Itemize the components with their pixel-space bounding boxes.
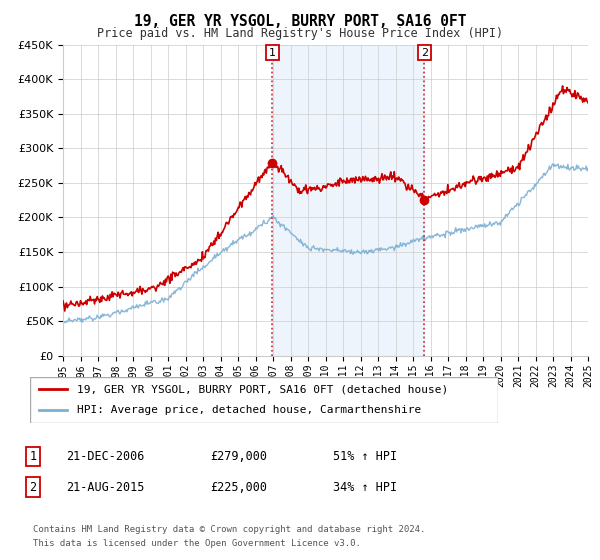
Text: Price paid vs. HM Land Registry's House Price Index (HPI): Price paid vs. HM Land Registry's House … bbox=[97, 27, 503, 40]
Text: This data is licensed under the Open Government Licence v3.0.: This data is licensed under the Open Gov… bbox=[33, 539, 361, 548]
Text: 1: 1 bbox=[29, 450, 37, 463]
Text: 51% ↑ HPI: 51% ↑ HPI bbox=[333, 450, 397, 463]
Text: 2: 2 bbox=[421, 48, 428, 58]
Text: 34% ↑ HPI: 34% ↑ HPI bbox=[333, 480, 397, 494]
Text: 1: 1 bbox=[269, 48, 276, 58]
Text: 21-DEC-2006: 21-DEC-2006 bbox=[66, 450, 145, 463]
Text: £225,000: £225,000 bbox=[210, 480, 267, 494]
Bar bbox=[272, 45, 424, 356]
Text: 19, GER YR YSGOL, BURRY PORT, SA16 0FT (detached house): 19, GER YR YSGOL, BURRY PORT, SA16 0FT (… bbox=[77, 384, 448, 394]
Text: 21-AUG-2015: 21-AUG-2015 bbox=[66, 480, 145, 494]
Text: 19, GER YR YSGOL, BURRY PORT, SA16 0FT: 19, GER YR YSGOL, BURRY PORT, SA16 0FT bbox=[134, 14, 466, 29]
Text: 2: 2 bbox=[29, 480, 37, 494]
Text: HPI: Average price, detached house, Carmarthenshire: HPI: Average price, detached house, Carm… bbox=[77, 405, 421, 416]
Text: £279,000: £279,000 bbox=[210, 450, 267, 463]
Text: Contains HM Land Registry data © Crown copyright and database right 2024.: Contains HM Land Registry data © Crown c… bbox=[33, 525, 425, 534]
